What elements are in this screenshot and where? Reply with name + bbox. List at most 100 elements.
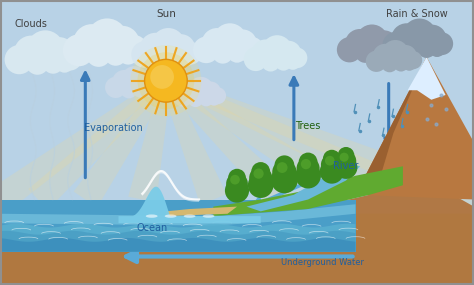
Circle shape — [180, 80, 203, 104]
Polygon shape — [0, 185, 474, 216]
Circle shape — [130, 45, 201, 116]
Circle shape — [213, 23, 247, 58]
Circle shape — [244, 47, 268, 71]
Circle shape — [44, 37, 75, 68]
Bar — [235, 190, 239, 202]
Circle shape — [383, 38, 404, 59]
Circle shape — [228, 29, 257, 58]
Circle shape — [325, 156, 335, 166]
Circle shape — [151, 48, 172, 68]
Circle shape — [356, 25, 388, 57]
Polygon shape — [213, 166, 403, 216]
Circle shape — [417, 39, 436, 58]
Bar — [344, 167, 348, 178]
Circle shape — [276, 41, 301, 66]
Circle shape — [143, 77, 162, 95]
Circle shape — [151, 28, 185, 62]
Circle shape — [131, 41, 158, 68]
Circle shape — [140, 33, 171, 64]
Circle shape — [370, 44, 388, 62]
Circle shape — [121, 66, 148, 93]
Polygon shape — [128, 80, 172, 202]
Circle shape — [287, 48, 307, 68]
Polygon shape — [246, 164, 360, 211]
Circle shape — [339, 153, 349, 162]
Ellipse shape — [165, 214, 176, 218]
Circle shape — [120, 35, 147, 62]
Polygon shape — [73, 78, 171, 207]
Circle shape — [150, 65, 174, 89]
Circle shape — [120, 82, 137, 98]
Polygon shape — [162, 77, 294, 209]
Circle shape — [179, 42, 202, 65]
Text: Clouds: Clouds — [14, 19, 47, 29]
Circle shape — [43, 53, 64, 74]
Circle shape — [248, 172, 273, 198]
Text: Sun: Sun — [156, 9, 176, 19]
Circle shape — [167, 34, 195, 63]
Polygon shape — [166, 207, 237, 216]
Circle shape — [188, 77, 214, 103]
Circle shape — [63, 34, 95, 66]
Circle shape — [199, 92, 213, 106]
Circle shape — [391, 23, 422, 55]
Bar — [330, 171, 334, 183]
Circle shape — [262, 35, 292, 66]
Circle shape — [134, 71, 156, 94]
Circle shape — [274, 155, 294, 175]
Circle shape — [402, 57, 416, 71]
Circle shape — [27, 30, 64, 68]
Circle shape — [239, 45, 256, 62]
Ellipse shape — [146, 214, 158, 218]
Circle shape — [321, 154, 343, 176]
Circle shape — [166, 48, 185, 68]
Circle shape — [299, 152, 318, 171]
Circle shape — [14, 36, 48, 70]
Circle shape — [118, 44, 138, 65]
Circle shape — [228, 169, 246, 187]
Circle shape — [337, 147, 355, 164]
Circle shape — [212, 43, 233, 64]
Circle shape — [404, 51, 422, 69]
Circle shape — [112, 70, 137, 95]
Circle shape — [177, 49, 194, 66]
Circle shape — [251, 40, 280, 68]
Polygon shape — [0, 252, 474, 285]
Text: Trees: Trees — [295, 121, 321, 131]
Circle shape — [137, 52, 194, 109]
Circle shape — [55, 54, 74, 73]
Circle shape — [226, 173, 248, 195]
Circle shape — [394, 45, 417, 68]
Circle shape — [301, 159, 311, 169]
Ellipse shape — [203, 214, 215, 218]
Bar — [306, 175, 310, 188]
Circle shape — [145, 59, 187, 102]
Circle shape — [225, 178, 249, 203]
Circle shape — [336, 151, 356, 171]
Circle shape — [193, 36, 219, 63]
Circle shape — [249, 166, 272, 190]
Circle shape — [381, 45, 397, 61]
Polygon shape — [356, 57, 474, 199]
Circle shape — [320, 160, 344, 184]
Circle shape — [371, 30, 398, 58]
Bar — [259, 184, 263, 197]
Circle shape — [254, 168, 264, 179]
Circle shape — [275, 54, 292, 71]
Polygon shape — [0, 76, 169, 211]
Circle shape — [285, 54, 301, 70]
Polygon shape — [0, 209, 474, 285]
Circle shape — [86, 42, 111, 67]
Circle shape — [251, 162, 270, 181]
Circle shape — [142, 83, 155, 97]
Circle shape — [337, 37, 362, 62]
Text: Rain & Snow: Rain & Snow — [386, 9, 448, 19]
Text: Underground Water: Underground Water — [281, 258, 364, 267]
Bar — [0, 200, 356, 252]
Circle shape — [200, 82, 221, 103]
Circle shape — [381, 56, 398, 72]
Circle shape — [271, 166, 298, 193]
Circle shape — [208, 93, 220, 106]
Circle shape — [133, 82, 148, 98]
Circle shape — [335, 156, 357, 179]
